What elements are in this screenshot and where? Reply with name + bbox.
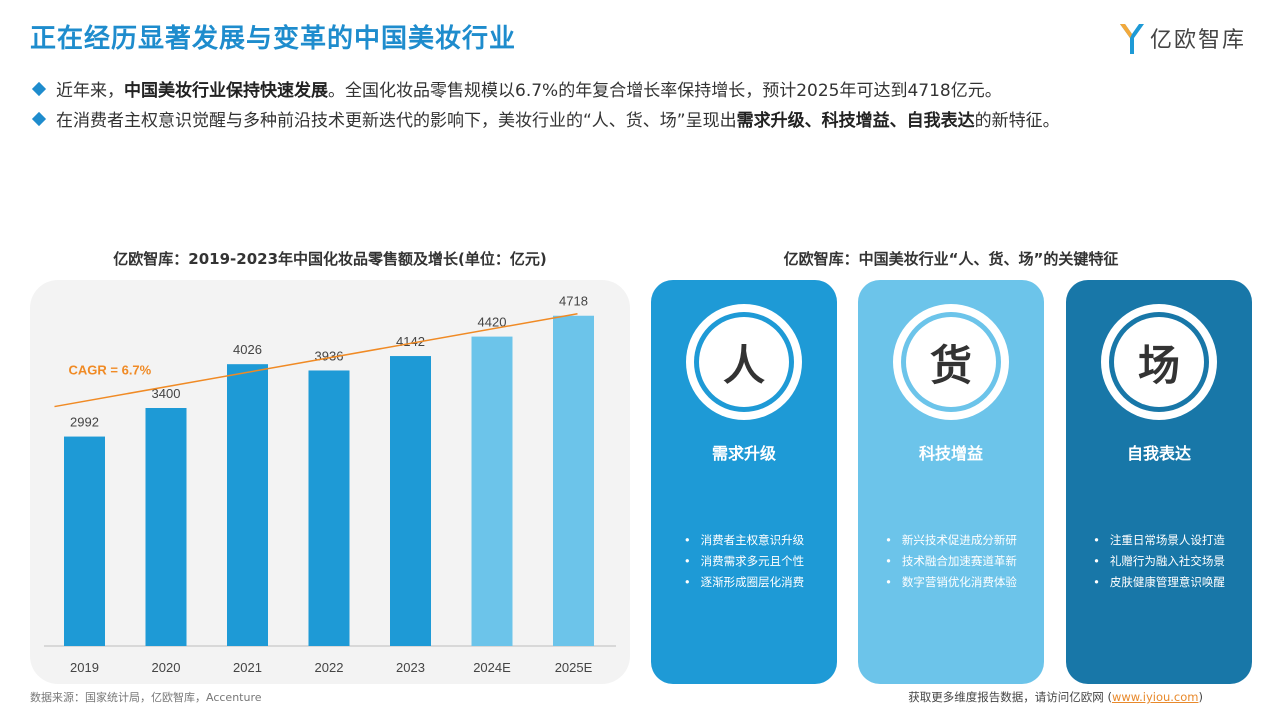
bullet-2-bold: 需求升级、科技增益、自我表达 [736,111,975,131]
bar-2020 [145,408,187,646]
bar-2025E [553,315,594,646]
diamond-bullet-icon [31,111,47,127]
card-heading: 科技增益 [918,444,983,463]
card-goods: 货 科技增益 新兴技术促进成分新研 技术融合加速赛道革新 数字营销优化消费体验 [858,280,1044,684]
bullet-1-bold: 中国美妆行业保持快速发展 [124,81,328,101]
card-point: 技术融合加速赛道革新 [858,551,1044,572]
bullet-1-pre: 近年来， [56,81,124,101]
page-title: 正在经历显著发展与变革的中国美妆行业 [30,24,517,54]
card-point: 逐渐形成圈层化消费 [651,572,837,593]
data-label-2021: 4026 [233,342,262,357]
data-label-2019: 2992 [70,415,99,430]
bullet-2-pre: 在消费者主权意识觉醒与多种前沿技术更新迭代的影响下，美妆行业的“人、货、场”呈现… [56,111,737,131]
card-heading: 自我表达 [1126,444,1191,463]
data-label-2024E: 4420 [478,315,507,330]
card-points: 注重日常场景人设打造 礼赠行为融入社交场景 皮肤健康管理意识唤醒 [1066,530,1252,593]
bar-2019 [64,436,105,646]
card-point: 消费需求多元且个性 [651,551,837,572]
card-heading: 需求升级 [711,444,776,463]
x-tick-2022: 2022 [315,660,344,675]
card-people: 人 需求升级 消费者主权意识升级 消费需求多元且个性 逐渐形成圈层化消费 [651,280,837,684]
footer-post: ) [1198,690,1204,704]
bar-2023 [390,356,431,646]
card-ring: 场 [1101,304,1217,420]
yiou-logo-icon [1120,24,1144,54]
bar-2022 [308,370,350,646]
data-source: 数据来源：国家统计局，亿欧智库，Accenture [30,691,262,704]
x-tick-2020: 2020 [152,660,181,675]
bar-2024E [471,336,513,646]
logo: 亿欧智库 [1118,18,1246,58]
card-ring: 货 [893,304,1009,420]
card-points: 新兴技术促进成分新研 技术融合加速赛道革新 数字营销优化消费体验 [858,530,1044,593]
card-point: 礼赠行为融入社交场景 [1066,551,1252,572]
cagr-trend-line [54,313,578,408]
footer-note: 获取更多维度报告数据，请访问亿欧网 (www.iyiou.com) [908,689,1203,705]
x-tick-2025E: 2025E [555,660,593,675]
data-label-2025E: 4718 [559,294,588,309]
card-char: 场 [1114,317,1204,407]
bullet-1-post: 。全国化妆品零售规模以6.7%的年复合增长率保持增长，预计2025年可达到471… [328,81,1002,101]
card-char: 货 [906,317,996,407]
x-tick-2023: 2023 [396,660,425,675]
card-point: 数字营销优化消费体验 [858,572,1044,593]
chart-title: 亿欧智库：2019-2023年中国化妆品零售额及增长(单位：亿元) [113,250,547,268]
footer-link[interactable]: www.iyiou.com [1111,690,1199,704]
cards-title: 亿欧智库：中国美妆行业“人、货、场”的关键特征 [783,250,1119,268]
card-point: 皮肤健康管理意识唤醒 [1066,572,1252,593]
card-ring: 人 [686,304,802,420]
chart-panel: 2992 2019 3400 2020 4026 2021 3936 2022 4142 2023… [30,280,630,684]
cagr-annotation: CAGR = 6.7% [69,363,152,378]
bullet-1: 近年来，中国美妆行业保持快速发展。全国化妆品零售规模以6.7%的年复合增长率保持… [30,76,1002,101]
x-tick-2019: 2019 [70,660,99,675]
card-point: 注重日常场景人设打造 [1066,530,1252,551]
card-point: 消费者主权意识升级 [651,530,837,551]
bar-chart: 2992201934002020402620213936202241422023… [44,294,616,675]
x-tick-2021: 2021 [233,660,262,675]
logo-text: 亿欧智库 [1150,28,1247,53]
diamond-bullet-icon [31,81,47,97]
data-label-2020: 3400 [152,386,181,401]
card-point: 新兴技术促进成分新研 [858,530,1044,551]
bar-2021 [227,364,268,646]
card-points: 消费者主权意识升级 消费需求多元且个性 逐渐形成圈层化消费 [651,530,837,593]
x-tick-2024E: 2024E [473,660,511,675]
card-char: 人 [699,317,789,407]
bullet-2: 在消费者主权意识觉醒与多种前沿技术更新迭代的影响下，美妆行业的“人、货、场”呈现… [30,106,1060,131]
bullet-2-post: 的新特征。 [974,111,1060,131]
card-place: 场 自我表达 注重日常场景人设打造 礼赠行为融入社交场景 皮肤健康管理意识唤醒 [1066,280,1252,684]
footer-pre: 获取更多维度报告数据，请访问亿欧网 ( [908,690,1112,704]
